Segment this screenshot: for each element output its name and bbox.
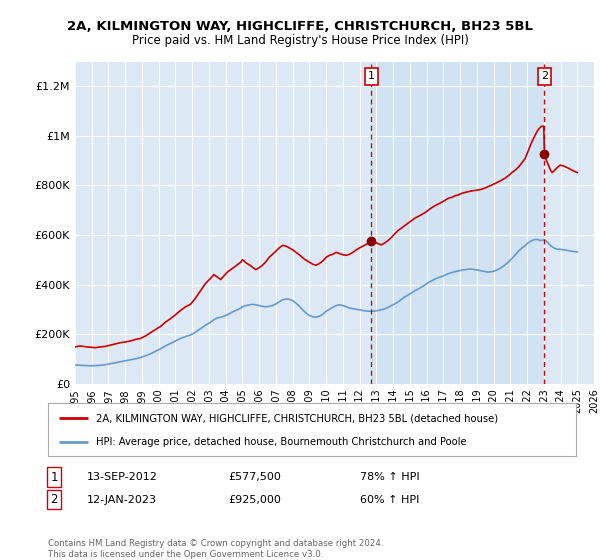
Text: 60% ↑ HPI: 60% ↑ HPI	[360, 494, 419, 505]
Text: 78% ↑ HPI: 78% ↑ HPI	[360, 472, 419, 482]
Text: 1: 1	[368, 72, 375, 81]
Text: 1: 1	[50, 470, 58, 484]
Text: 12-JAN-2023: 12-JAN-2023	[87, 494, 157, 505]
Bar	[371, 62, 544, 384]
Text: £925,000: £925,000	[228, 494, 281, 505]
Text: Contains HM Land Registry data © Crown copyright and database right 2024.
This d: Contains HM Land Registry data © Crown c…	[48, 539, 383, 559]
Text: Price paid vs. HM Land Registry's House Price Index (HPI): Price paid vs. HM Land Registry's House …	[131, 34, 469, 46]
Text: 13-SEP-2012: 13-SEP-2012	[87, 472, 158, 482]
Bar	[544, 62, 594, 384]
Text: 2A, KILMINGTON WAY, HIGHCLIFFE, CHRISTCHURCH, BH23 5BL: 2A, KILMINGTON WAY, HIGHCLIFFE, CHRISTCH…	[67, 20, 533, 32]
Text: 2: 2	[541, 72, 548, 81]
Text: HPI: Average price, detached house, Bournemouth Christchurch and Poole: HPI: Average price, detached house, Bour…	[95, 436, 466, 446]
Text: £577,500: £577,500	[228, 472, 281, 482]
Text: 2A, KILMINGTON WAY, HIGHCLIFFE, CHRISTCHURCH, BH23 5BL (detached house): 2A, KILMINGTON WAY, HIGHCLIFFE, CHRISTCH…	[95, 413, 497, 423]
Text: 2: 2	[50, 493, 58, 506]
